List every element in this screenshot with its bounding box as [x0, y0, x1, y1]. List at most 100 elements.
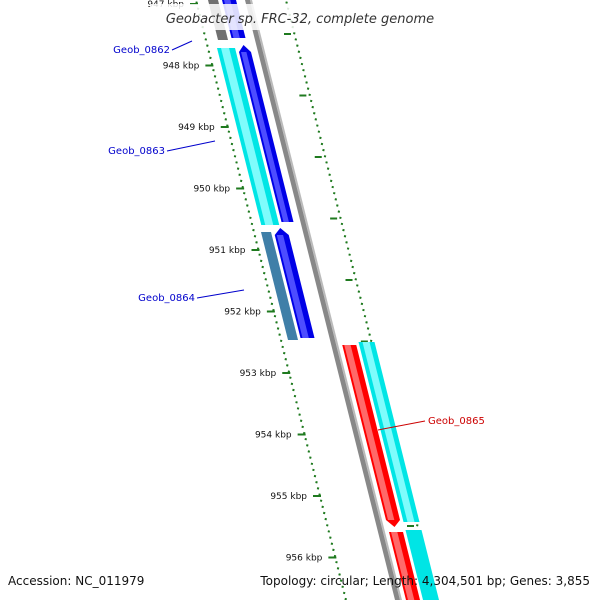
minor-tick — [294, 38, 298, 41]
gene-next — [405, 530, 439, 600]
minor-tick — [328, 173, 331, 176]
minor-tick — [369, 339, 373, 343]
minor-tick — [259, 259, 263, 263]
minor-tick — [327, 530, 331, 533]
gene-Geob_0864 — [261, 232, 298, 340]
minor-tick — [349, 259, 353, 263]
leader-line-Geob_0864 — [196, 289, 245, 299]
minor-tick — [362, 308, 365, 312]
minor-tick — [284, 358, 287, 361]
backbone — [245, 0, 400, 600]
tick-label: 954 kbp — [255, 431, 292, 441]
minor-tick — [357, 290, 361, 293]
minor-tick — [416, 524, 419, 527]
leader-line-Geob_0865 — [377, 420, 426, 431]
minor-tick — [226, 124, 229, 127]
minor-tick — [255, 241, 258, 244]
minor-tick — [221, 105, 224, 109]
minor-tick — [298, 413, 301, 416]
minor-tick — [289, 376, 292, 379]
minor-tick — [223, 112, 226, 115]
minor-tick — [210, 62, 214, 66]
cds-Geob_0865-shade — [344, 345, 395, 520]
minor-tick — [247, 210, 251, 213]
minor-tick — [330, 542, 334, 545]
minor-tick — [304, 437, 307, 441]
tick-label: 951 kbp — [209, 246, 246, 256]
minor-tick — [360, 302, 364, 306]
minor-tick — [232, 148, 235, 152]
minor-tick — [343, 235, 347, 238]
gene-labels: Geob_0862 Geob_0863 Geob_0864 Geob_0865 — [108, 40, 485, 431]
minor-tick — [331, 185, 334, 189]
minor-tick — [322, 148, 325, 152]
minor-tick — [299, 419, 303, 422]
minor-tick — [296, 44, 299, 47]
minor-tick — [227, 130, 231, 133]
minor-tick — [270, 302, 274, 306]
minor-tick — [319, 499, 323, 502]
minor-tick — [213, 75, 217, 78]
minor-tick — [342, 228, 345, 232]
minor-tick — [306, 87, 310, 90]
gene-label-Geob_0865: Geob_0865 — [428, 416, 485, 427]
topology-text: Topology: circular; Length: 4,304,501 bp… — [260, 574, 590, 588]
cds-Geob_0863-shade — [241, 52, 289, 222]
minor-tick — [242, 191, 246, 195]
minor-tick — [203, 32, 206, 35]
minor-tick — [233, 155, 237, 158]
minor-tick — [293, 32, 296, 35]
minor-tick — [313, 112, 316, 115]
minor-tick — [310, 462, 314, 466]
minor-tick — [312, 468, 315, 472]
minor-tick — [303, 75, 307, 78]
minor-tick — [212, 68, 215, 72]
minor-tick — [314, 118, 318, 121]
gene-Geob_0865-shade — [362, 342, 415, 522]
minor-tick — [363, 314, 367, 318]
minor-tick — [339, 579, 343, 582]
minor-tick — [332, 548, 335, 552]
minor-tick — [287, 370, 291, 373]
minor-tick — [324, 517, 327, 521]
minor-tick — [267, 290, 271, 293]
minor-tick — [296, 407, 300, 410]
minor-tick — [326, 167, 330, 170]
minor-tick — [272, 308, 275, 312]
minor-tick — [229, 136, 232, 140]
minor-tick — [307, 450, 311, 453]
minor-tick — [342, 591, 346, 595]
minor-tick — [339, 216, 342, 220]
minor-tick — [334, 198, 338, 201]
minor-tick — [351, 265, 354, 269]
tick-label: 955 kbp — [270, 492, 307, 502]
minor-tick — [338, 573, 341, 576]
minor-tick — [365, 321, 368, 324]
minor-tick — [319, 136, 322, 140]
minor-tick — [299, 56, 302, 60]
leader-line-Geob_0863 — [166, 140, 216, 152]
minor-tick — [318, 493, 321, 496]
gene-label-Geob_0862: Geob_0862 — [113, 45, 170, 56]
minor-tick — [348, 253, 351, 256]
cds-next-shade — [391, 532, 415, 600]
minor-tick — [320, 142, 324, 146]
minor-tick — [295, 401, 298, 404]
minor-tick — [368, 333, 371, 336]
minor-tick — [236, 167, 240, 170]
minor-tick — [282, 351, 286, 355]
minor-tick — [329, 179, 333, 183]
minor-tick — [239, 179, 243, 183]
minor-tick — [219, 99, 223, 103]
minor-tick — [329, 536, 332, 539]
minor-tick — [352, 271, 356, 275]
minor-tick — [207, 50, 211, 53]
minor-tick — [273, 314, 277, 318]
minor-tick — [317, 130, 321, 133]
minor-tick — [316, 124, 319, 127]
tick-label: 952 kbp — [224, 308, 261, 318]
minor-tick — [354, 278, 358, 281]
cds-Geob_0863-arrow — [239, 45, 251, 52]
cds-Geob_0865-arrow — [386, 520, 400, 527]
minor-tick — [321, 505, 324, 509]
